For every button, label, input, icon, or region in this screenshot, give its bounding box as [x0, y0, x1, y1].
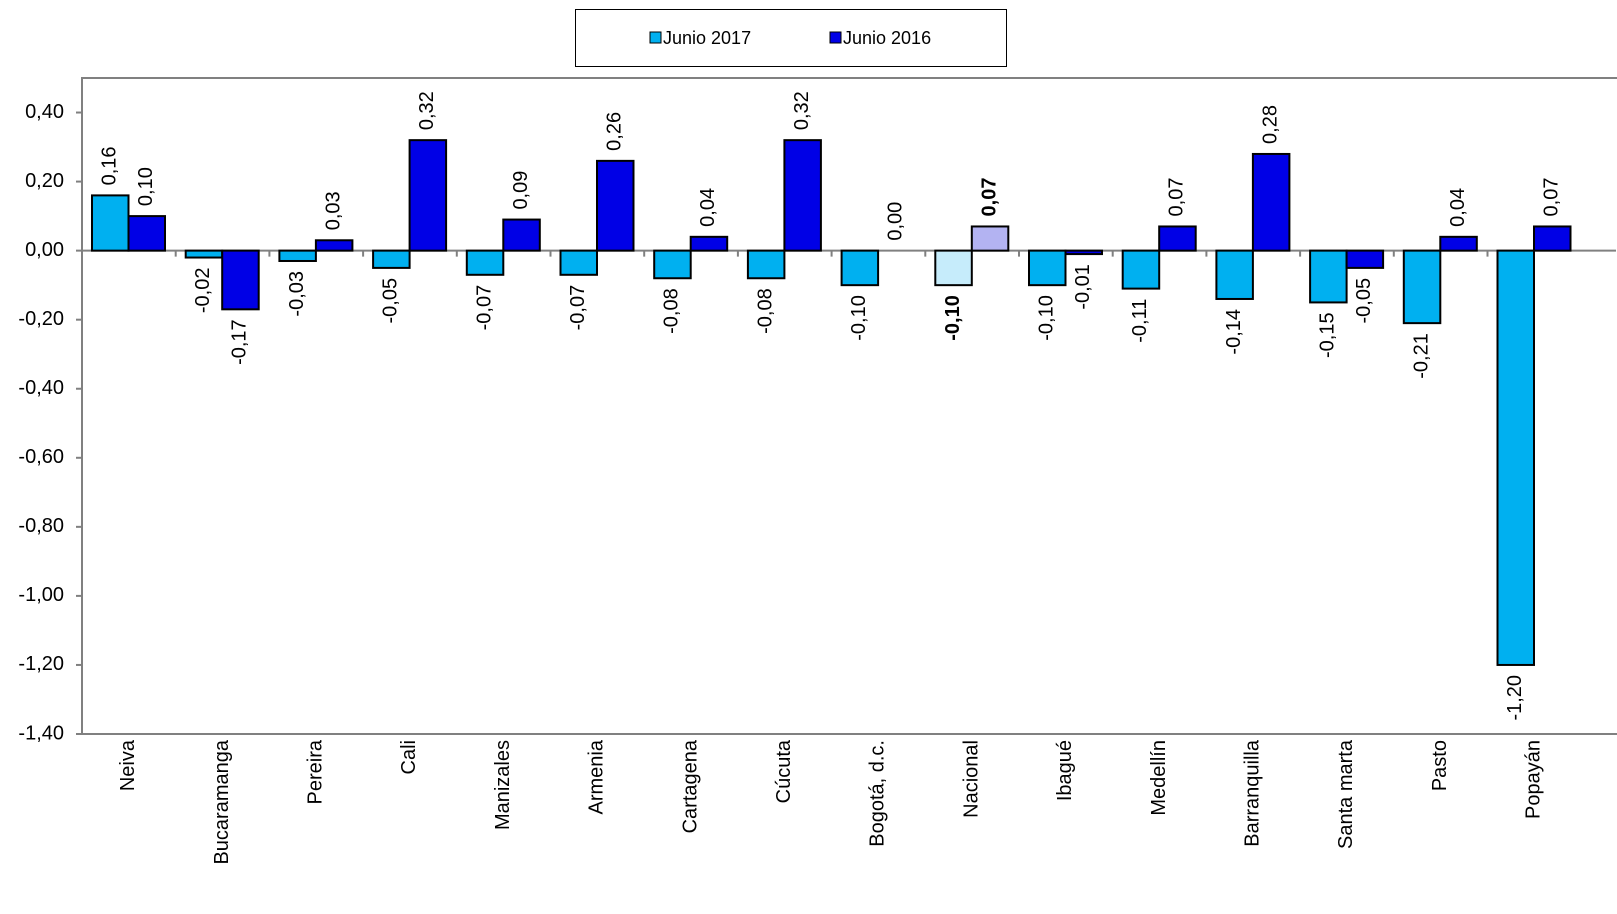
value-label: 0,07 [1166, 178, 1188, 217]
value-label: -0,11 [1129, 299, 1151, 343]
value-label: -0,02 [192, 268, 214, 314]
bar [783, 139, 822, 252]
y-tick-label: -0,40 [18, 377, 64, 399]
bar [372, 249, 411, 269]
value-label: -0,01 [1072, 264, 1094, 310]
value-label: 0,00 [885, 202, 907, 241]
bar [408, 139, 448, 252]
x-tick-label: Barranquilla [1242, 739, 1264, 847]
value-label: 0,03 [322, 191, 344, 230]
legend-label: Junio 2017 [663, 28, 751, 48]
bar [1402, 249, 1442, 325]
bar [91, 194, 130, 252]
x-tick-label: Pasto [1429, 740, 1451, 791]
y-tick-label: 0,00 [25, 239, 64, 261]
legend-swatch [829, 31, 842, 44]
value-label: -0,21 [1410, 333, 1432, 379]
bar [127, 215, 166, 252]
value-label: -1,20 [1504, 675, 1526, 721]
x-tick-label: Ibagué [1054, 740, 1076, 801]
value-label: -0,15 [1317, 312, 1339, 358]
value-label: 0,10 [135, 167, 157, 206]
bar [689, 235, 729, 252]
x-tick-label: Bucaramanga [211, 739, 233, 864]
bar [1028, 249, 1067, 287]
bar [314, 239, 354, 252]
bar [596, 159, 635, 252]
value-label: -0,08 [661, 288, 683, 334]
x-tick-label: Neiva [117, 739, 139, 791]
bar [653, 249, 692, 280]
value-label: -0,07 [567, 285, 589, 331]
x-tick-label: Armenia [586, 739, 608, 814]
legend-label: Junio 2016 [843, 28, 931, 48]
bar [559, 249, 598, 276]
y-tick-label: -1,20 [18, 653, 64, 675]
y-tick-label: -1,40 [18, 722, 64, 744]
bar [465, 249, 505, 276]
bar [278, 249, 317, 262]
legend-swatch [649, 31, 662, 44]
value-label: 0,32 [791, 91, 813, 130]
value-label: 0,07 [1541, 178, 1563, 217]
value-label: -0,17 [229, 319, 251, 365]
bar [1439, 235, 1478, 252]
bar [221, 249, 260, 311]
bar [840, 249, 880, 287]
value-label: -0,10 [1036, 295, 1058, 341]
value-label: 0,04 [697, 188, 719, 227]
bar [746, 249, 786, 280]
x-tick-label: Cartagena [679, 739, 701, 833]
value-label: 0,07 [978, 178, 1000, 217]
bar [1533, 225, 1572, 252]
value-label: -0,03 [286, 271, 308, 317]
value-label: -0,05 [1353, 278, 1375, 324]
y-tick-label: -0,60 [18, 446, 64, 468]
bar [1496, 249, 1535, 666]
bar [1064, 249, 1103, 256]
x-tick-label: Medellín [1148, 740, 1170, 816]
value-label: 0,28 [1259, 105, 1281, 144]
x-tick-label: Bogotá, d.c. [867, 740, 889, 847]
x-tick-label: Pereira [305, 739, 327, 804]
plot-area [81, 77, 1617, 735]
bar [970, 225, 1010, 252]
bar [184, 249, 224, 259]
bar [1121, 249, 1161, 290]
bar [934, 249, 973, 287]
value-label: -0,07 [473, 285, 495, 331]
bar [502, 218, 541, 252]
value-label: 0,32 [416, 91, 438, 130]
bar [1215, 249, 1254, 300]
bar [1158, 225, 1197, 252]
value-label: -0,08 [754, 288, 776, 334]
bar [1345, 249, 1385, 269]
value-label: 0,09 [510, 171, 532, 210]
value-label: -0,10 [942, 295, 964, 341]
value-label: 0,26 [604, 112, 626, 151]
x-tick-label: Cali [398, 740, 420, 774]
value-label: 0,16 [99, 146, 121, 185]
bar [1251, 152, 1291, 252]
x-tick-label: Manizales [492, 740, 514, 830]
legend-box [575, 9, 1007, 67]
x-tick-label: Cúcuta [773, 739, 795, 803]
x-tick-label: Santa marta [1335, 739, 1357, 849]
y-tick-label: 0,40 [25, 101, 64, 123]
y-tick-label: -0,20 [18, 308, 64, 330]
x-tick-label: Nacional [960, 740, 982, 818]
value-label: -0,05 [380, 278, 402, 324]
x-tick-label: Popayán [1523, 740, 1545, 819]
y-tick-label: -1,00 [18, 584, 64, 606]
value-label: 0,04 [1447, 188, 1469, 227]
bar [1309, 249, 1348, 304]
y-tick-label: 0,20 [25, 170, 64, 192]
y-tick-label: -0,80 [18, 515, 64, 537]
value-label: -0,10 [848, 295, 870, 341]
value-label: -0,14 [1223, 309, 1245, 355]
